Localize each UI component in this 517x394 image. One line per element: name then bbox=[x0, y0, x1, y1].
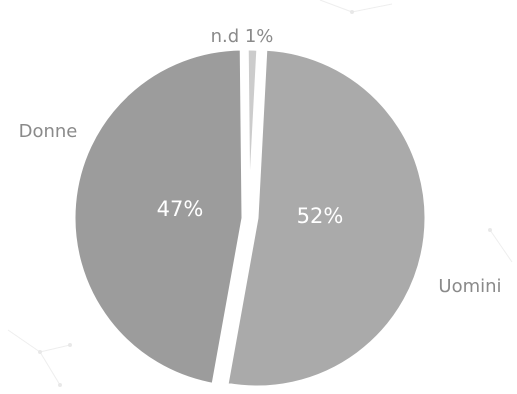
slice-value-label-donne: 47% bbox=[157, 197, 204, 221]
slice-value-label-uomini: 52% bbox=[297, 204, 344, 228]
pie-labels: 52% 47% Uomini Donne n.d 1% bbox=[19, 26, 502, 297]
category-label-uomini: Uomini bbox=[438, 276, 501, 297]
category-label-n-d: n.d 1% bbox=[211, 26, 274, 47]
pie-slice-uomini bbox=[225, 47, 428, 389]
pie-slice-donne bbox=[72, 47, 245, 387]
background-constellation-decoration bbox=[7, 0, 513, 387]
pie-slices bbox=[72, 47, 428, 389]
pie-slice-n-d bbox=[245, 47, 260, 219]
category-label-donne: Donne bbox=[19, 121, 78, 142]
